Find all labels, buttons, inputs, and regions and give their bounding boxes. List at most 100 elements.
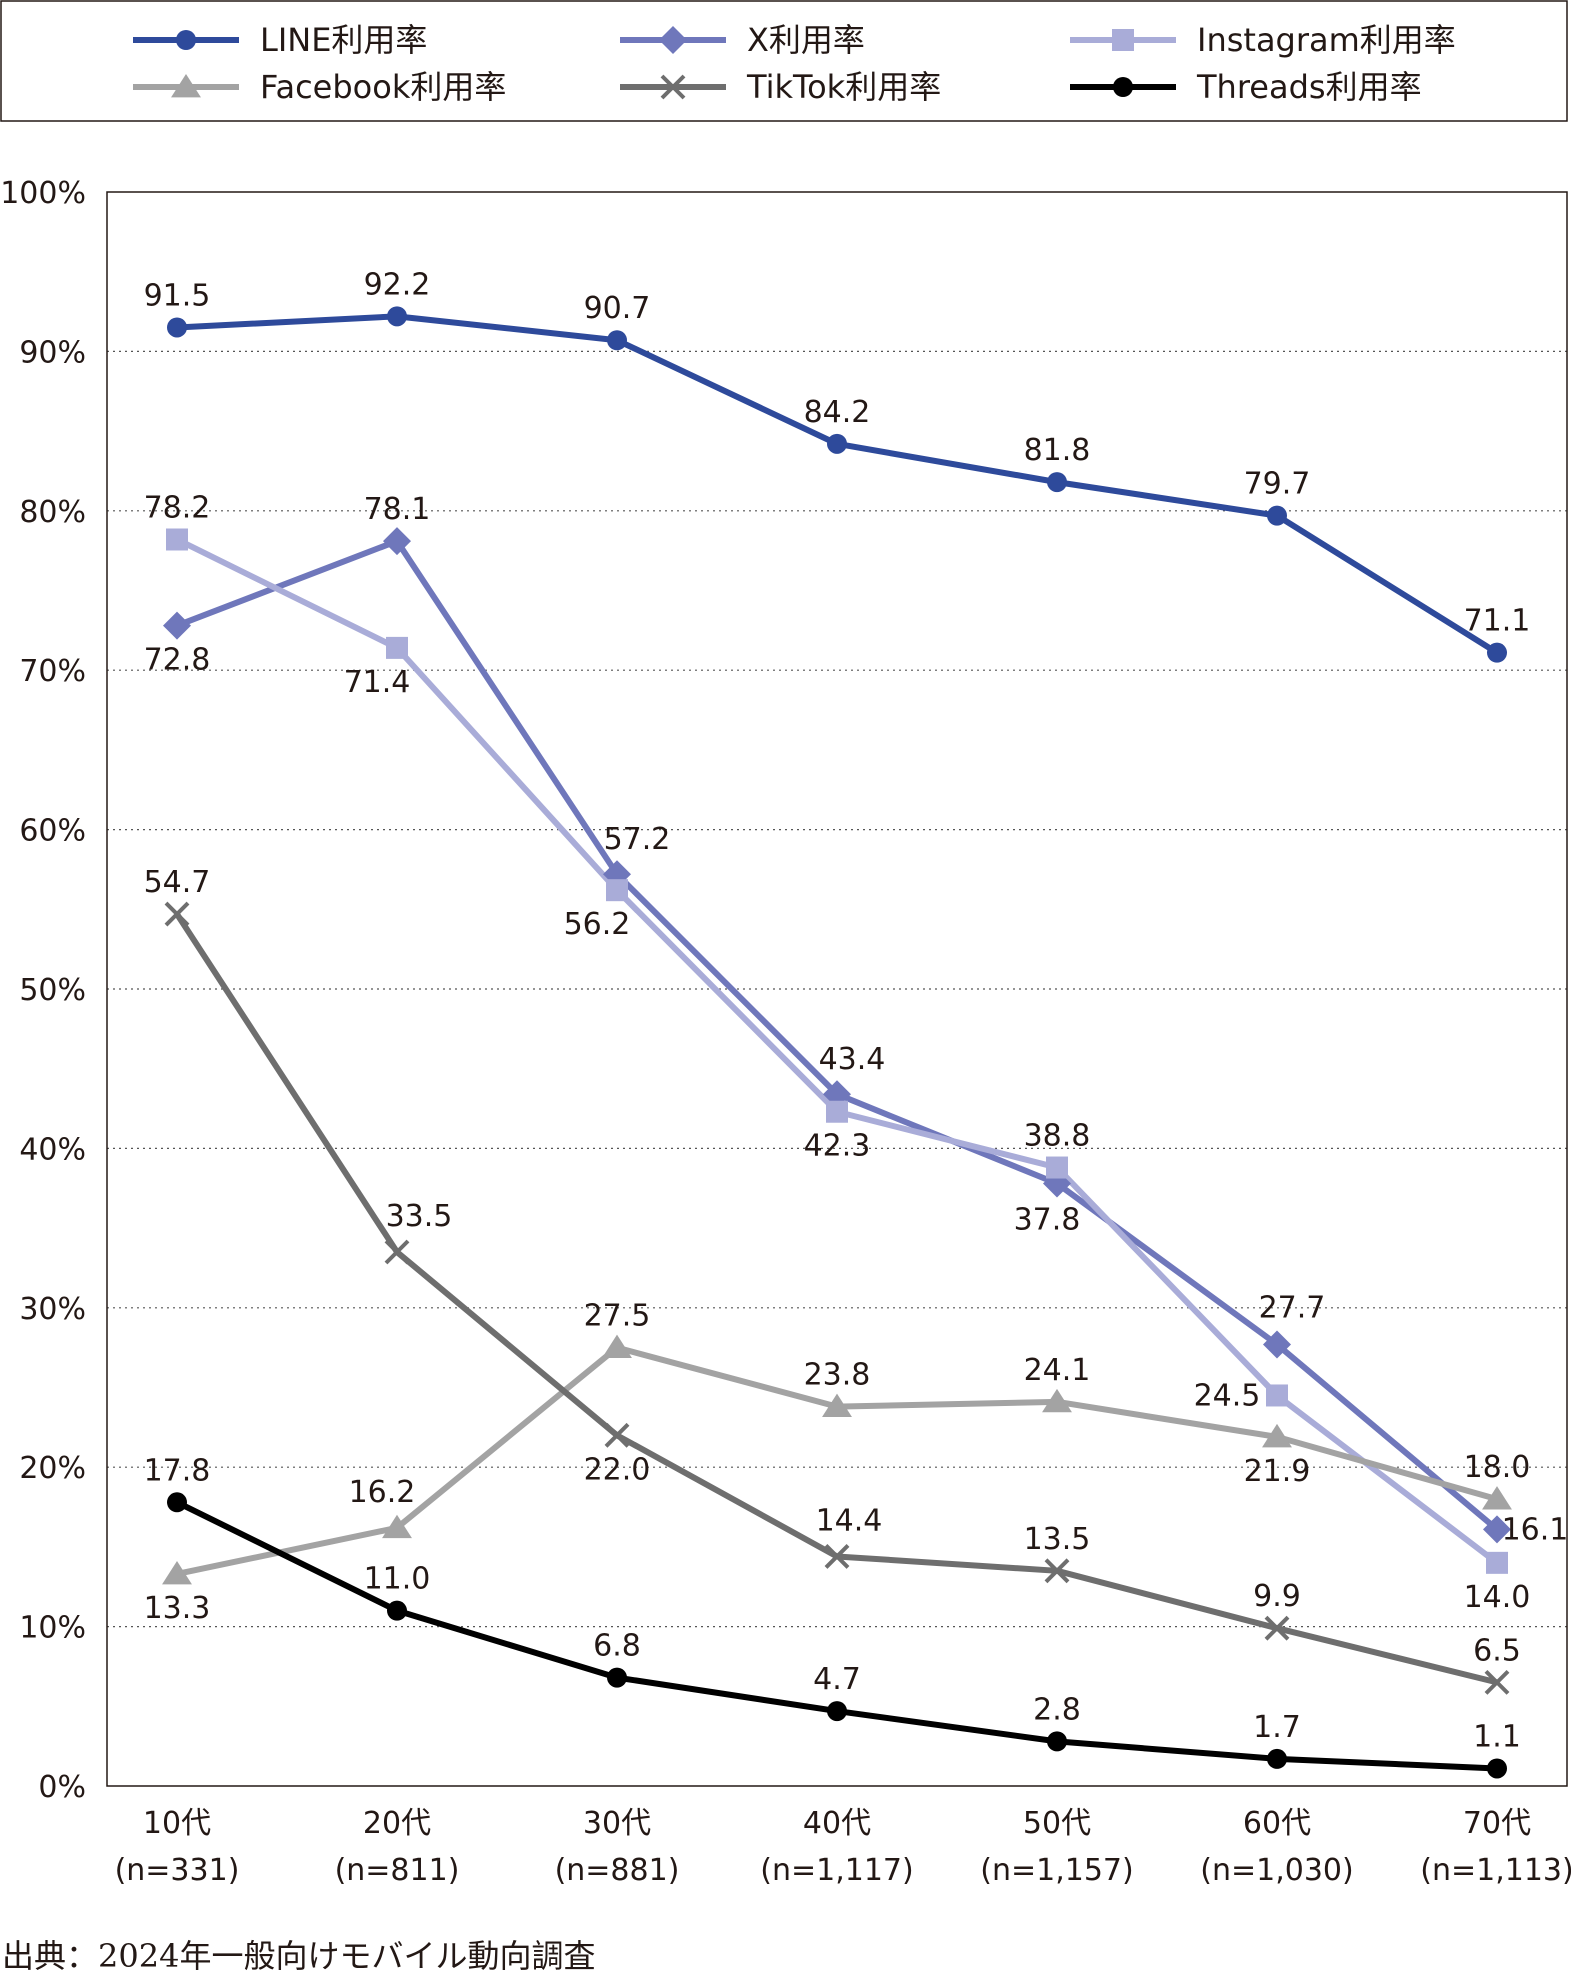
data-point [1264,1615,1290,1641]
data-label: 81.8 [1024,433,1091,468]
data-point [1486,1551,1508,1574]
legend-entry: TikTok利用率 [746,68,941,106]
y-tick-label: 70% [19,654,86,689]
data-label: 1.1 [1473,1719,1521,1754]
data-point [167,317,187,338]
data-label: 27.7 [1259,1290,1326,1325]
data-label: 37.8 [1014,1202,1081,1237]
data-label: 4.7 [813,1662,861,1697]
plot-area [106,191,1568,1787]
y-tick-label: 80% [19,495,86,530]
data-label: 13.5 [1024,1522,1091,1557]
y-tick-label: 30% [19,1292,86,1327]
data-label: 72.8 [144,643,211,678]
y-tick-label: 0% [38,1770,86,1805]
x-tick-label: 10代 [143,1806,211,1841]
x-axis: 10代 (n=331) 20代 (n=811) 30代 (n=881) 40代 (n=1,11… [115,1806,1571,1888]
data-label: 92.2 [364,267,431,302]
data-point [167,1492,187,1513]
gridlines [107,350,1567,1628]
legend-marker [176,30,196,50]
legend: LINE利用率 X利用率 Instagram利用率 Facebook利用率 TikTok… [133,21,1456,106]
data-point [166,528,188,551]
legend-box [0,0,1568,122]
data-point [1266,1384,1288,1407]
data-label: 1.7 [1253,1710,1301,1745]
legend-entry: Instagram利用率 [1197,21,1456,59]
data-point [1483,1515,1511,1544]
legend-marker [660,74,686,100]
x-tick-sample-size: (n=331) [115,1853,240,1888]
y-tick-label: 40% [19,1132,86,1167]
data-point [382,1514,412,1539]
data-label: 71.1 [1464,604,1531,639]
data-label: 16.1 [1502,1512,1569,1547]
data-point [1262,1423,1292,1448]
data-label: 16.2 [349,1475,416,1510]
data-point [824,1544,850,1569]
data-label: 57.2 [604,822,671,857]
data-label: 6.5 [1473,1633,1521,1668]
data-point [1047,472,1067,493]
data-point [163,611,191,640]
data-point [1044,1558,1070,1584]
data-point [1487,642,1507,663]
data-point [826,1100,848,1123]
x-tick-sample-size: (n=1,157) [980,1853,1133,1888]
data-label: 91.5 [144,278,211,313]
data-label: 17.8 [144,1453,211,1488]
legend-marker [659,26,687,54]
data-point [827,1701,847,1722]
x-tick-label: 50代 [1023,1806,1091,1841]
x-tick-label: 60代 [1243,1806,1311,1841]
legend-entry: X利用率 [747,21,865,59]
legend-marker [1112,29,1134,51]
data-label: 24.5 [1194,1378,1261,1413]
data-label: 18.0 [1464,1450,1531,1485]
data-point [607,330,627,351]
legend-marker [1113,77,1133,97]
data-point [1482,1486,1512,1510]
y-tick-label: 100% [0,176,86,211]
x-tick-label: 40代 [803,1806,871,1841]
data-label: 11.0 [364,1562,431,1597]
data-point [1484,1669,1510,1695]
data-label: 13.3 [144,1591,211,1626]
legend-entry: Facebook利用率 [260,68,506,106]
data-point [1267,1748,1287,1769]
x-tick-label: 30代 [583,1806,651,1841]
y-axis: 0% 10% 20% 30% 40% 50% 60% 70% 80% 90% 100% [0,176,86,1805]
x-tick-sample-size: (n=881) [555,1853,680,1888]
data-label: 27.5 [584,1299,651,1334]
data-label: 24.1 [1024,1353,1091,1388]
data-point [1047,1731,1067,1752]
source-note: 出典：2024年一般向けモバイル動向調査 [2,1937,595,1975]
y-tick-label: 20% [19,1451,86,1486]
data-label: 42.3 [804,1129,871,1164]
data-label: 43.4 [819,1042,886,1077]
x-tick-sample-size: (n=811) [335,1853,460,1888]
data-label: 78.1 [364,492,431,527]
series-markers [162,306,1512,1779]
data-label: 84.2 [804,395,871,430]
data-point [383,527,411,556]
data-point [1263,1330,1291,1359]
x-tick-sample-size: (n=1,113) [1420,1853,1571,1888]
data-point [602,1334,632,1359]
data-point [827,433,847,454]
data-point [822,1393,852,1418]
data-point [164,901,190,927]
data-label: 79.7 [1244,467,1311,502]
data-label: 78.2 [144,490,211,525]
data-label: 14.0 [1464,1580,1531,1615]
y-tick-label: 10% [19,1611,86,1646]
x-tick-label: 70代 [1463,1806,1531,1841]
data-point [607,1667,627,1688]
y-tick-label: 60% [19,814,86,849]
data-point [1046,1156,1068,1179]
data-point [1487,1758,1507,1779]
data-point [386,636,408,659]
data-label: 21.9 [1244,1454,1311,1489]
data-label: 56.2 [564,907,631,942]
